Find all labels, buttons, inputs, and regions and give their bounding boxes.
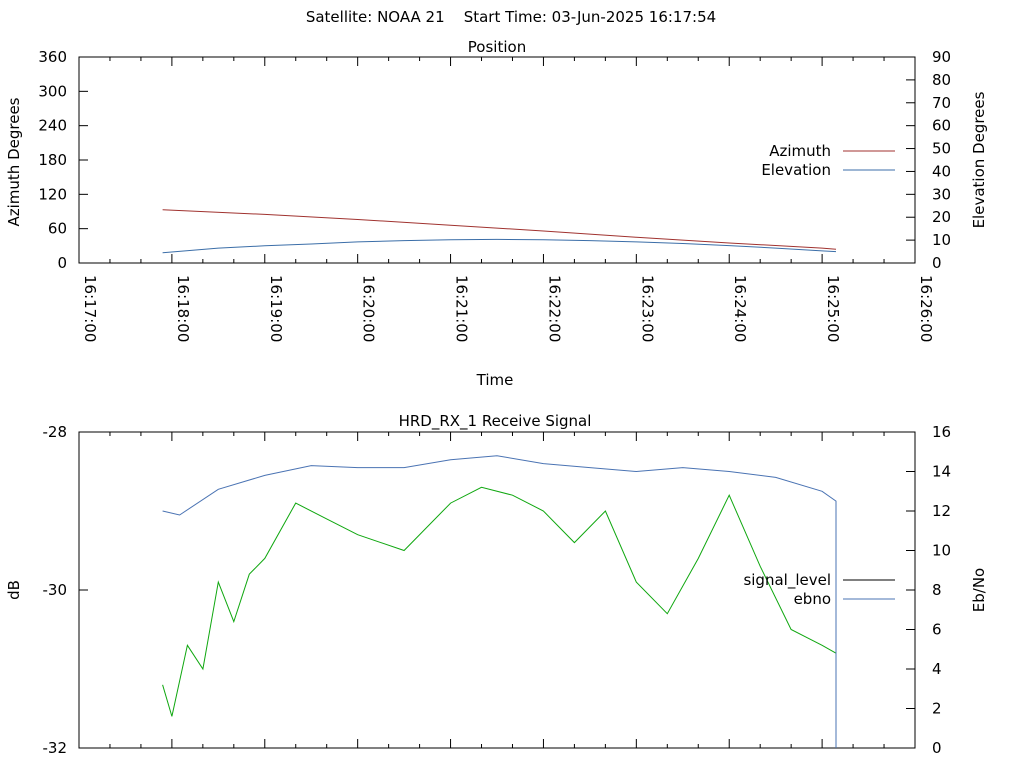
y2-tick-label: 90 bbox=[932, 48, 951, 66]
position-chart: Position 16:17:00 16:18:00 16:19:00 16:20:0… bbox=[5, 38, 988, 389]
y-tick-label: 360 bbox=[38, 48, 67, 66]
y2-tick-label: 0 bbox=[932, 254, 942, 272]
y2-tick-label: 4 bbox=[932, 660, 942, 678]
y2-tick-label: 10 bbox=[932, 231, 951, 249]
receive-signal-plot-frame bbox=[78, 431, 916, 749]
series-line-elevation bbox=[162, 238, 837, 254]
x-tick-label: 16:20:00 bbox=[360, 275, 378, 342]
y-tick-label: -28 bbox=[43, 423, 68, 441]
x-tick-label: 16:18:00 bbox=[174, 275, 192, 342]
y-tick-label: 0 bbox=[57, 254, 67, 272]
y2-tick-label: 40 bbox=[932, 162, 951, 180]
y2-tick-label: 50 bbox=[932, 140, 951, 158]
y2-tick-label: 0 bbox=[932, 739, 942, 757]
receive-signal-y-axis-label: dB bbox=[5, 580, 23, 600]
series-line-azimuth bbox=[162, 209, 837, 250]
y-tick-label: -30 bbox=[43, 581, 68, 599]
y2-tick-label: 14 bbox=[932, 463, 951, 481]
x-tick-label: 16:25:00 bbox=[824, 275, 842, 342]
receive-signal-y2-axis-label: Eb/No bbox=[970, 568, 988, 612]
legend-label: Elevation bbox=[761, 161, 831, 179]
y-tick-label: 180 bbox=[38, 151, 67, 169]
position-x-axis-label: Time bbox=[476, 371, 514, 389]
x-tick-label: 16:17:00 bbox=[81, 275, 99, 342]
series-line-green-trace bbox=[162, 486, 837, 717]
receive-signal-axis-ticks: -28 -30 -32 0 2 4 6 8 10 12 14 16 bbox=[43, 423, 952, 757]
x-tick-label: 16:24:00 bbox=[731, 275, 749, 342]
position-y-axis-label: Azimuth Degrees bbox=[5, 97, 23, 226]
y2-tick-label: 16 bbox=[932, 423, 951, 441]
position-plot-frame bbox=[78, 56, 916, 264]
position-axis-ticks: 16:17:00 16:18:00 16:19:00 16:20:00 16:21:00… bbox=[38, 48, 951, 342]
position-y2-axis-label: Elevation Degrees bbox=[970, 91, 988, 228]
header-title: Satellite: NOAA 21 Start Time: 03-Jun-20… bbox=[306, 8, 716, 26]
x-tick-label: 16:21:00 bbox=[453, 275, 471, 342]
y-tick-label: 240 bbox=[38, 117, 67, 135]
y-tick-label: 60 bbox=[48, 220, 67, 238]
x-tick-label: 16:22:00 bbox=[545, 275, 563, 342]
y2-tick-label: 8 bbox=[932, 581, 942, 599]
y2-tick-label: 70 bbox=[932, 94, 951, 112]
legend-label: ebno bbox=[794, 590, 831, 608]
x-tick-label: 16:19:00 bbox=[267, 275, 285, 342]
y2-tick-label: 6 bbox=[932, 621, 942, 639]
y-tick-label: -32 bbox=[43, 739, 68, 757]
x-tick-label: 16:23:00 bbox=[638, 275, 656, 342]
y2-tick-label: 2 bbox=[932, 700, 942, 718]
receive-signal-chart: HRD_RX_1 Receive Signal -28 -30 -32 0 2 4 6 8 10… bbox=[5, 412, 988, 757]
y2-tick-label: 80 bbox=[932, 71, 951, 89]
y2-tick-label: 60 bbox=[932, 117, 951, 135]
position-chart-title: Position bbox=[468, 38, 526, 56]
y2-tick-label: 10 bbox=[932, 542, 951, 560]
legend-label: Azimuth bbox=[769, 142, 831, 160]
y2-tick-label: 20 bbox=[932, 208, 951, 226]
y-tick-label: 300 bbox=[38, 82, 67, 100]
x-tick-label: 16:26:00 bbox=[917, 275, 935, 342]
y2-tick-label: 12 bbox=[932, 502, 951, 520]
receive-signal-series-group bbox=[162, 455, 837, 748]
series-line-ebno bbox=[162, 455, 837, 748]
y2-tick-label: 30 bbox=[932, 185, 951, 203]
position-series-group bbox=[162, 209, 837, 254]
receive-signal-chart-title: HRD_RX_1 Receive Signal bbox=[399, 412, 592, 431]
legend-label: signal_level bbox=[743, 571, 831, 590]
y-tick-label: 120 bbox=[38, 185, 67, 203]
